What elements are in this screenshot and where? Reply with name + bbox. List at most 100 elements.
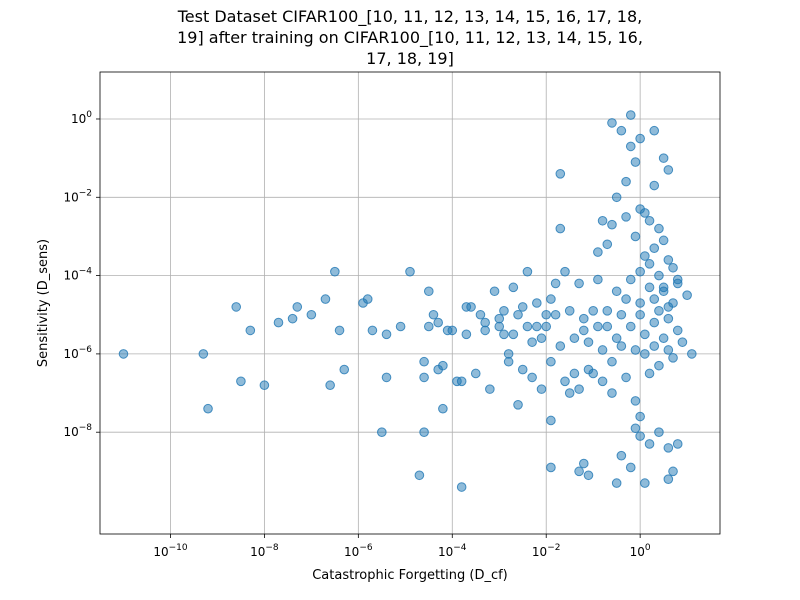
scatter-point — [513, 399, 523, 410]
scatter-point — [395, 321, 406, 332]
scatter-point — [663, 345, 674, 355]
chart-title-line-1: Test Dataset CIFAR100_[10, 11, 12, 13, 1… — [177, 7, 643, 27]
scatter-point — [616, 125, 627, 136]
scatter-point — [513, 309, 523, 320]
scatter-point — [578, 313, 589, 324]
scatter-point — [663, 302, 674, 312]
scatter-point — [658, 235, 669, 246]
scatter-point — [546, 415, 556, 426]
scatter-point — [419, 372, 429, 383]
scatter-point — [635, 309, 645, 320]
scatter-point — [118, 349, 129, 359]
scatter-point — [611, 192, 622, 203]
scatter-point — [522, 321, 533, 332]
scatter-point — [273, 317, 284, 328]
scatter-point — [654, 306, 664, 316]
scatter-point — [644, 368, 655, 379]
scatter-point — [546, 462, 556, 473]
scatter-point — [640, 208, 650, 218]
scatter-point — [597, 376, 608, 387]
scatter-point — [640, 329, 650, 340]
scatter-point — [644, 215, 655, 226]
x-tick-label: 100 — [630, 543, 651, 559]
scatter-point — [259, 380, 270, 391]
scatter-point — [625, 110, 636, 120]
scatter-point — [602, 239, 613, 250]
scatter-point — [480, 317, 490, 328]
scatter-point — [367, 325, 378, 336]
scatter-point — [245, 325, 256, 336]
scatter-point — [677, 337, 688, 347]
scatter-point — [330, 266, 340, 277]
scatter-point — [405, 266, 415, 277]
scatter-point — [663, 255, 674, 265]
scatter-point — [541, 321, 552, 332]
scatter-point — [649, 294, 660, 304]
scatter-point — [668, 466, 678, 477]
scatter-point — [625, 141, 636, 152]
scatter-point — [325, 380, 335, 391]
scatter-point — [203, 403, 213, 414]
scatter-point — [593, 321, 603, 332]
scatter-point — [574, 384, 584, 394]
scatter-point — [461, 329, 472, 340]
scatter-point — [541, 309, 552, 320]
scatter-point — [574, 466, 584, 477]
scatter-point — [635, 266, 645, 277]
y-tick-label: 10−8 — [63, 423, 92, 439]
scatter-point — [414, 470, 425, 481]
scatter-point — [593, 274, 603, 285]
scatter-point — [494, 321, 505, 332]
scatter-point — [649, 317, 660, 328]
scatter-point — [555, 223, 566, 234]
scatter-point — [508, 329, 519, 340]
scatter-point — [597, 345, 608, 355]
scatter-point — [621, 294, 631, 304]
scatter-point — [588, 306, 598, 316]
x-tick-label: 10−8 — [250, 543, 279, 559]
scatter-point — [546, 356, 556, 367]
y-tick-label: 100 — [71, 110, 92, 126]
scatter-point — [654, 270, 664, 281]
scatter-point — [663, 443, 674, 453]
scatter-point — [663, 313, 674, 324]
scatter-point — [593, 247, 603, 257]
scatter-point — [536, 333, 547, 344]
scatter-point — [339, 364, 350, 375]
scatter-point — [231, 302, 242, 312]
scatter-point — [668, 262, 678, 273]
scatter-point — [654, 360, 664, 371]
scatter-point — [602, 306, 613, 316]
scatter-point — [503, 349, 514, 359]
scatter-point — [597, 215, 608, 226]
scatter-point — [564, 306, 575, 316]
scatter-point — [306, 309, 317, 320]
scatter-point — [658, 333, 669, 344]
scatter-point — [649, 180, 660, 191]
x-tick-label: 10−10 — [153, 543, 188, 559]
scatter-point — [672, 278, 683, 289]
scatter-point — [456, 482, 467, 492]
scatter-point — [569, 368, 580, 379]
scatter-point — [480, 325, 490, 336]
scatter-point — [611, 286, 622, 297]
scatter-point — [560, 376, 570, 387]
scatter-point — [574, 278, 584, 289]
scatter-point — [644, 282, 655, 293]
x-tick-label: 10−4 — [438, 543, 467, 559]
scatter-point — [635, 298, 645, 308]
scatter-point — [532, 298, 542, 308]
scatter-point — [635, 133, 645, 144]
scatter-point — [438, 403, 448, 414]
scatter-point — [630, 423, 641, 434]
scatter-point — [578, 325, 589, 336]
chart-title-line-2: 19] after training on CIFAR100_[10, 11, … — [177, 28, 643, 48]
scatter-point — [381, 372, 392, 383]
x-tick-label: 10−6 — [344, 543, 373, 559]
data-points — [118, 110, 697, 492]
scatter-point — [550, 309, 561, 320]
scatter-point — [527, 372, 537, 383]
scatter-point — [320, 294, 331, 304]
scatter-point — [625, 274, 636, 285]
y-axis-ticks: 10−8 10−6 10−4 10−2 100 — [63, 110, 100, 439]
